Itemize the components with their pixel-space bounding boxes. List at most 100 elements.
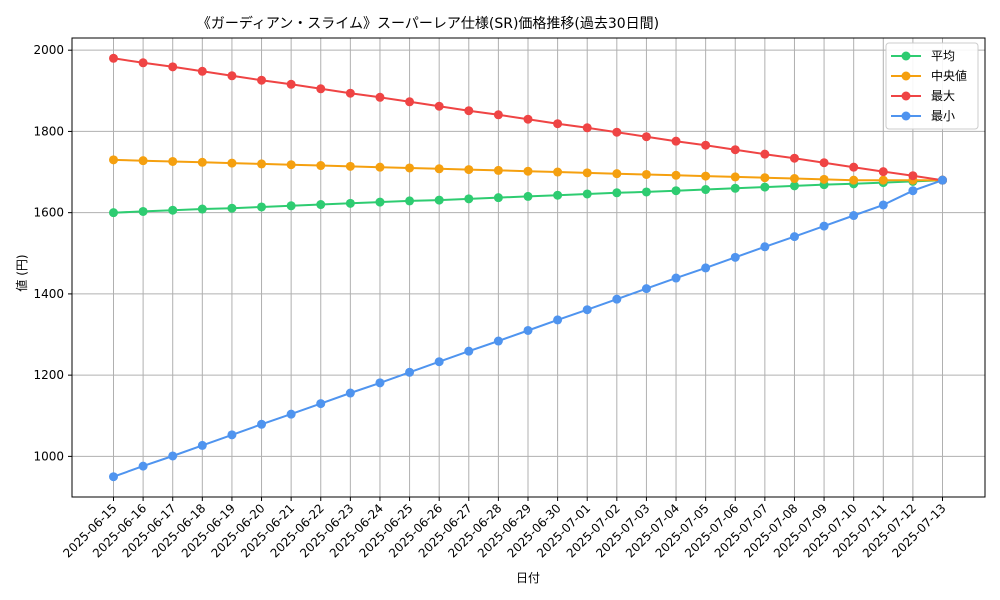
data-point — [582, 305, 592, 315]
data-point — [553, 119, 563, 129]
data-point — [849, 175, 859, 185]
data-point — [671, 170, 681, 180]
legend-marker — [901, 91, 911, 101]
data-point — [138, 206, 148, 216]
data-point — [760, 173, 770, 183]
data-point — [730, 183, 740, 193]
data-point — [375, 197, 385, 207]
data-point — [138, 156, 148, 166]
data-point — [671, 273, 681, 283]
data-point — [760, 242, 770, 252]
data-point — [701, 140, 711, 150]
data-point — [553, 315, 563, 325]
data-point — [109, 155, 118, 165]
data-point — [523, 114, 533, 124]
data-point — [227, 158, 237, 168]
data-point — [908, 186, 918, 196]
y-tick-label: 2000 — [33, 43, 64, 57]
data-point — [257, 202, 267, 212]
data-point — [789, 181, 799, 191]
series-3 — [109, 175, 947, 482]
data-point — [701, 185, 711, 195]
data-point — [908, 171, 918, 181]
data-point — [227, 203, 237, 213]
data-point — [464, 165, 474, 175]
data-point — [464, 106, 474, 116]
data-point — [582, 168, 592, 178]
data-point — [819, 158, 829, 168]
data-point — [405, 367, 415, 377]
data-point — [138, 58, 148, 68]
data-point — [523, 191, 533, 201]
data-point — [641, 187, 651, 197]
data-point — [109, 208, 118, 218]
data-point — [878, 175, 888, 185]
data-point — [523, 325, 533, 335]
series-layer — [109, 53, 947, 482]
data-point — [345, 198, 355, 208]
data-point — [523, 166, 533, 176]
data-point — [641, 284, 651, 294]
data-point — [730, 252, 740, 262]
legend-label: 中央値 — [931, 68, 967, 83]
data-point — [227, 430, 237, 440]
data-point — [553, 167, 563, 177]
data-point — [345, 88, 355, 98]
data-point — [197, 204, 207, 214]
data-point — [316, 399, 326, 409]
data-point — [375, 378, 385, 388]
data-point — [671, 136, 681, 146]
data-point — [493, 193, 503, 203]
y-tick-label: 1800 — [33, 124, 64, 138]
data-point — [582, 189, 592, 199]
data-point — [938, 175, 947, 185]
data-point — [405, 196, 415, 206]
data-point — [612, 294, 622, 304]
data-point — [612, 169, 622, 179]
data-point — [138, 461, 148, 471]
data-point — [612, 127, 622, 137]
data-point — [819, 174, 829, 184]
data-point — [730, 145, 740, 155]
data-point — [553, 190, 563, 200]
data-point — [730, 172, 740, 182]
data-point — [405, 97, 415, 107]
data-point — [286, 160, 296, 170]
data-point — [345, 161, 355, 171]
data-point — [257, 419, 267, 429]
legend-marker — [901, 51, 911, 61]
data-point — [434, 195, 444, 205]
data-point — [789, 232, 799, 242]
y-tick-label: 1600 — [33, 206, 64, 220]
legend-marker — [901, 71, 911, 81]
data-point — [405, 163, 415, 173]
chart-title: 《ガーディアン・スライム》スーパーレア仕様(SR)価格推移(過去30日間) — [197, 15, 659, 32]
data-point — [227, 71, 237, 81]
data-point — [197, 157, 207, 167]
data-point — [464, 194, 474, 204]
data-point — [345, 388, 355, 398]
data-point — [849, 162, 859, 172]
data-point — [760, 149, 770, 159]
y-tick-label: 1400 — [33, 287, 64, 301]
data-point — [671, 186, 681, 196]
data-point — [109, 53, 118, 63]
axes: 2025-06-152025-06-162025-06-172025-06-18… — [33, 43, 948, 560]
y-tick-label: 1000 — [33, 449, 64, 463]
data-point — [286, 201, 296, 211]
data-point — [493, 336, 503, 346]
data-point — [434, 357, 444, 367]
data-point — [168, 451, 178, 461]
legend-label: 最大 — [931, 89, 955, 103]
data-point — [168, 62, 178, 72]
y-axis-title: 値 (円) — [14, 254, 29, 291]
data-point — [789, 174, 799, 184]
legend-box — [885, 42, 979, 130]
series-2 — [109, 53, 947, 185]
data-point — [612, 188, 622, 198]
data-point — [701, 263, 711, 273]
data-point — [168, 156, 178, 166]
data-point — [789, 153, 799, 163]
data-point — [641, 132, 651, 142]
